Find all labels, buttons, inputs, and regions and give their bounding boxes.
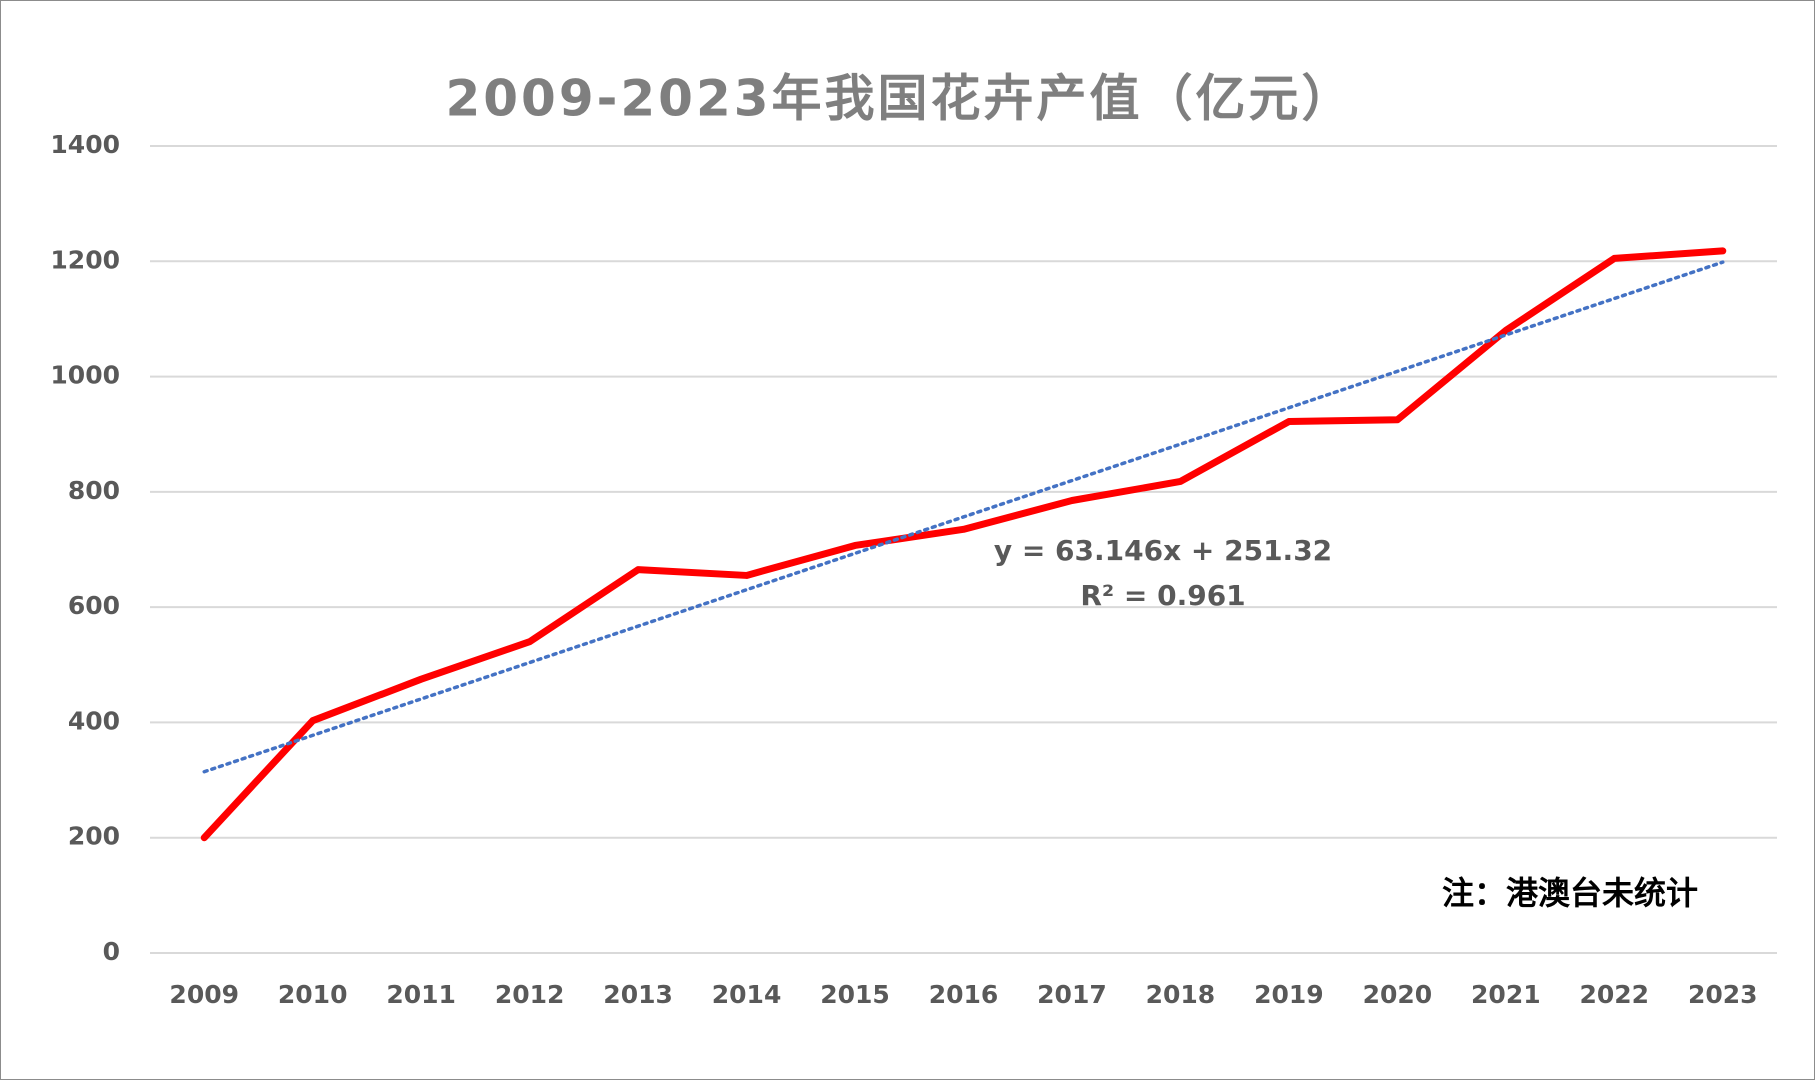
x-tick-label: 2016 (929, 980, 999, 1009)
x-tick-label: 2012 (495, 980, 565, 1009)
x-tick-label: 2013 (603, 980, 673, 1009)
y-tick-label: 400 (68, 706, 120, 735)
x-tick-label: 2014 (712, 980, 782, 1009)
x-tick-label: 2017 (1037, 980, 1107, 1009)
trend-equation: y = 63.146x + 251.32 (994, 534, 1332, 567)
x-tick-label: 2009 (169, 980, 239, 1009)
x-tick-label: 2015 (820, 980, 890, 1009)
y-tick-label: 600 (68, 591, 120, 620)
data-line (200, 247, 1727, 842)
x-tick-label: 2022 (1580, 980, 1650, 1009)
x-tick-label: 2021 (1471, 980, 1541, 1009)
y-tick-label: 1400 (50, 130, 120, 159)
x-tick-label: 2018 (1146, 980, 1216, 1009)
x-tick-label: 2011 (386, 980, 456, 1009)
y-tick-label: 200 (68, 822, 120, 851)
y-tick-label: 1000 (50, 361, 120, 390)
x-tick-label: 2010 (278, 980, 348, 1009)
chart-title: 2009-2023年我国花卉产值（亿元） (445, 70, 1354, 128)
y-tick-label: 0 (103, 937, 120, 966)
x-tick-label: 2020 (1363, 980, 1433, 1009)
x-tick-label: 2023 (1688, 980, 1758, 1009)
note: 注：港澳台未统计 (1442, 874, 1698, 912)
y-tick-label: 1200 (50, 245, 120, 274)
trend-line (202, 260, 1725, 774)
y-tick-label: 800 (68, 476, 120, 505)
x-tick-label: 2019 (1254, 980, 1324, 1009)
